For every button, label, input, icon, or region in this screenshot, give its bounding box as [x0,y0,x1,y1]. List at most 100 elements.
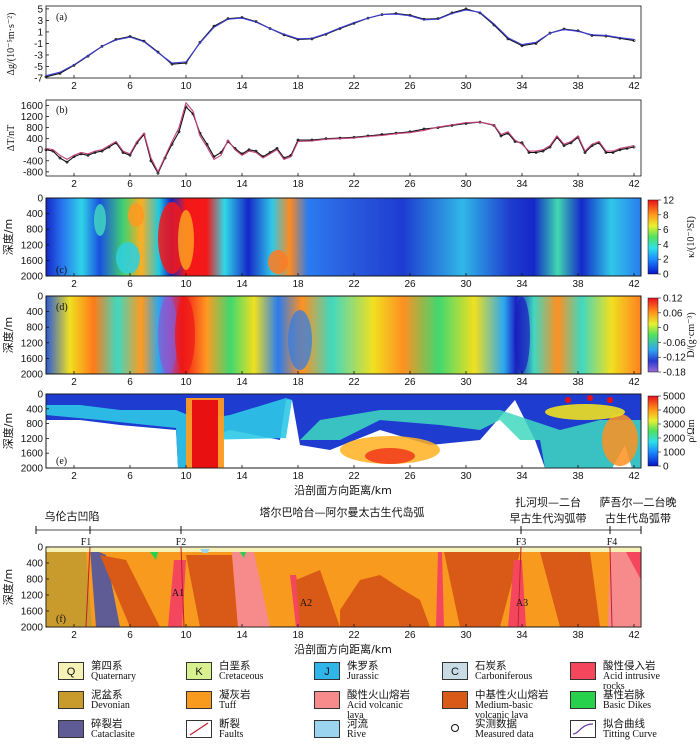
legend-label-en: Titting Curve [603,729,657,740]
legend-label-zh: 河流 [347,718,368,730]
x-tick-label: 38 [572,377,584,388]
panel-e-xticks: 2 6 10 14 18 22 26 30 34 38 42 [71,465,640,482]
legend-item: 酸性火山熔岩 Acid volcanic lava [314,689,442,721]
panel-d-ylabel: 深度/m [1,317,15,353]
section-medium-basic-1 [100,555,160,627]
y-tick-label: 1200 [21,338,44,349]
section-quaternary [46,547,641,552]
x-tick-label: 2 [71,471,77,482]
panel-c-colorbar-ticks: 12 8 6 4 2 0 [658,196,675,281]
x-tick-label: 30 [460,471,472,482]
x-tick-label: 2 [71,630,77,641]
x-tick-label: 10 [180,377,192,388]
section-river [200,549,210,553]
y-tick-label: 1 [37,27,43,38]
legend-swatch [570,691,596,709]
y-tick-label: 400 [26,559,43,570]
legend-swatch: J [314,662,340,680]
x-tick-label: 30 [460,377,472,388]
legend-item: 中基性火山熔岩 Medium-basic volcanic lava [442,689,570,721]
x-tick-label: 22 [348,179,360,190]
x-tick-label: 10 [180,179,192,190]
legend-label-zh: 侏罗系 [347,660,379,672]
x-tick-label: 34 [516,377,528,388]
x-tick-label: 30 [460,81,472,92]
x-tick-label: 26 [404,471,416,482]
x-tick-label: 34 [516,279,528,290]
section-acid-volcanic-2 [608,552,641,627]
section-medium-basic-6 [540,552,600,627]
legend-item: C 石炭系 Carboniferous [442,660,570,684]
y-tick-label: -1 [34,39,43,50]
y-tick-label: 3 [37,16,43,27]
panel-a: (a) Δg/(10⁻⁵m·s⁻²) 531-1-3-5-7 2 6 10 14 18 2… [6,4,642,92]
cb-tick-label: 4000 [663,406,686,417]
legend-label-en: Basic Dikes [603,700,652,711]
legend-swatch [314,720,340,738]
x-tick-label: 10 [180,630,192,641]
y-tick-label: 2000 [21,464,44,475]
x-tick-label: 14 [236,630,248,641]
panel-a-ylabel: Δg/(10⁻⁵m·s⁻²) [6,13,17,76]
panel-d-heatmap [45,295,642,375]
cb-tick-label: 0.06 [663,308,683,319]
series-line-fitted [45,9,635,77]
legend-swatch [442,720,468,738]
x-tick-label: 26 [404,81,416,92]
x-tick-label: 38 [572,179,584,190]
panel-e-label: (e) [56,456,67,467]
legend-label-en: Cretaceous [219,671,264,682]
y-tick-label: 1600 [21,256,44,267]
legend-swatch: Q [58,662,84,680]
legend-label-en: Tuff [219,700,237,711]
x-tick-label: 34 [516,81,528,92]
panel-f: F1 F2 F3 F4 A1 A2 A3 (f) 深度/m 0 400 800 120… [1,537,642,656]
x-tick-label: 14 [236,471,248,482]
x-tick-label: 26 [404,630,416,641]
section-acid-A3 [508,560,526,627]
panel-e-colorbar [647,395,659,467]
legend-label-en: Rive [347,729,366,740]
legend-item: J 侏罗系 Jurassic [314,660,442,684]
panel-d-colorbar-label: D/(g·cm⁻³) [686,312,697,357]
cb-tick-label: -0.12 [663,353,686,364]
cb-tick-label: 2 [663,255,669,266]
panel-d-xticks: 2 6 10 14 18 22 26 30 34 38 42 [71,371,640,388]
panel-e-yticks: 0 400 800 1200 1600 2000 [21,390,49,475]
panel-d-yticks: 0 400 800 1200 1600 2000 [21,292,49,381]
x-tick-label: 2 [71,81,77,92]
legend-swatch [186,691,212,709]
legend-label-en: Acid volcanic [347,700,403,711]
y-tick-label: 400 [26,209,43,220]
legend-item: 凝灰岩 Tuff [186,689,314,713]
measured-point [177,130,181,134]
x-tick-label: 42 [628,377,640,388]
cb-tick-label: 0 [663,270,669,281]
cb-tick-label: 0.12 [663,294,683,305]
panel-f-xticks: 2 6 10 14 18 22 26 30 34 38 42 [71,624,640,641]
legend-label-zh: 白垩系 [219,660,251,672]
legend-label-en: Medium-basic [475,700,533,711]
legend-item: 实测数据 Measured data [442,718,570,742]
series-line-fitted [45,101,635,174]
fault-F3: F3 [516,537,527,548]
panel-e-ylabel: 深度/m [1,413,15,449]
legend-label-zh: 第四系 [91,660,123,672]
panel-e-colorbar-label: ρ/Ωm [686,419,697,442]
x-tick-label: 42 [628,279,640,290]
legend-item: Q 第四系 Quaternary [58,660,186,684]
legend-item: K 白垩系 Cretaceous [186,660,314,684]
panel-e-frame [45,393,642,469]
legend-swatch: C [442,662,468,680]
x-tick-label: 34 [516,179,528,190]
y-tick-label: 2000 [21,623,44,634]
panel-f-yticks: 0 400 800 1200 1600 2000 [21,543,49,634]
x-tick-label: 42 [628,81,640,92]
x-tick-label: 14 [236,179,248,190]
y-tick-label: 400 [26,404,43,415]
x-tick-label: 18 [292,471,304,482]
x-tick-label: 18 [292,630,304,641]
